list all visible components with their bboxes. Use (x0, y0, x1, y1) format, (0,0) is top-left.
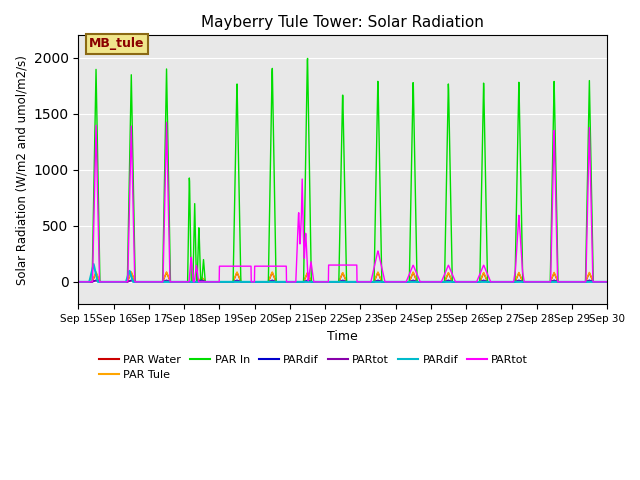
PAR Water (75, 279, 83, 285)
PAR In (557, 279, 564, 285)
PAR Tule (603, 279, 611, 285)
Text: MB_tule: MB_tule (89, 37, 145, 50)
PARtot (557, 279, 564, 285)
PARdif (572, 279, 579, 285)
PARdif (358, 279, 366, 285)
PAR Water (603, 279, 611, 285)
PAR Tule (497, 279, 504, 285)
PARtot (572, 279, 579, 285)
PARdif (557, 279, 564, 285)
PARdif (369, 279, 377, 285)
PAR Water (497, 279, 504, 285)
PARdif (358, 279, 366, 285)
PARdif (222, 279, 230, 285)
PARtot (358, 279, 366, 285)
PARdif (603, 279, 611, 285)
PAR Tule (92, 269, 100, 275)
PARtot (163, 120, 170, 125)
Line: PAR In: PAR In (79, 59, 607, 282)
X-axis label: Time: Time (327, 330, 358, 343)
PAR In (75, 279, 83, 285)
PARdif (603, 279, 611, 285)
PAR Tule (557, 279, 564, 285)
PARtot (497, 279, 504, 285)
PARtot (222, 264, 230, 269)
PARtot (75, 279, 83, 285)
PAR Tule (75, 279, 83, 285)
PAR In (304, 56, 312, 61)
Y-axis label: Solar Radiation (W/m2 and umol/m2/s): Solar Radiation (W/m2 and umol/m2/s) (15, 55, 28, 285)
Line: PARtot: PARtot (79, 122, 607, 282)
PARdif (75, 279, 83, 285)
PARdif (369, 279, 377, 285)
PAR Tule (222, 279, 230, 285)
PAR Tule (358, 279, 366, 285)
Title: Mayberry Tule Tower: Solar Radiation: Mayberry Tule Tower: Solar Radiation (201, 15, 484, 30)
PAR In (358, 279, 366, 285)
PARtot (75, 279, 83, 285)
PARtot (369, 268, 377, 274)
PARdif (75, 279, 83, 285)
PAR Water (557, 279, 564, 285)
PARdif (497, 279, 504, 285)
PARtot (369, 279, 377, 285)
PAR Tule (369, 279, 377, 285)
PAR In (369, 279, 377, 285)
PAR Tule (572, 279, 579, 285)
PAR In (572, 279, 579, 285)
PAR Water (358, 279, 366, 285)
PARtot (572, 279, 579, 285)
PARdif (90, 261, 97, 267)
PARtot (92, 278, 100, 284)
Line: PARtot: PARtot (79, 281, 607, 282)
PAR Water (572, 279, 579, 285)
PARtot (557, 279, 564, 285)
PAR Water (127, 270, 135, 276)
PARtot (497, 279, 504, 285)
PAR In (222, 279, 230, 285)
PARdif (497, 279, 504, 285)
PARdif (572, 279, 579, 285)
Line: PAR Water: PAR Water (79, 273, 607, 282)
PARtot (603, 279, 611, 285)
PAR Water (369, 279, 377, 285)
Line: PAR Tule: PAR Tule (79, 272, 607, 282)
Line: PARdif: PARdif (79, 264, 607, 282)
PARtot (358, 279, 366, 285)
PARdif (557, 279, 564, 285)
PARdif (222, 279, 230, 285)
PAR In (497, 279, 504, 285)
PARdif (92, 277, 100, 283)
PARtot (222, 279, 230, 285)
Line: PARdif: PARdif (79, 280, 607, 282)
PAR In (603, 279, 611, 285)
Legend: PAR Water, PAR Tule, PAR In, PARdif, PARtot, PARdif, PARtot: PAR Water, PAR Tule, PAR In, PARdif, PAR… (95, 350, 532, 385)
PAR Water (222, 279, 230, 285)
PARtot (603, 279, 611, 285)
